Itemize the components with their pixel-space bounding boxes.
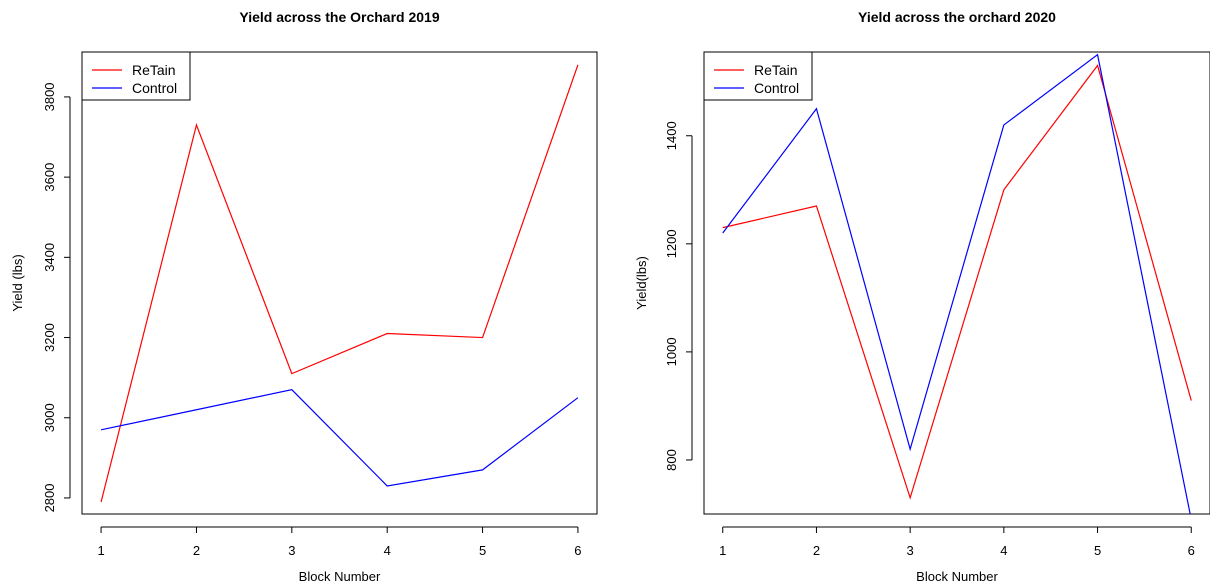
chart-title: Yield across the Orchard 2019 xyxy=(239,9,439,25)
y-tick-label: 3200 xyxy=(42,323,57,352)
x-tick-label: 1 xyxy=(719,543,726,558)
x-tick-label: 2 xyxy=(813,543,820,558)
x-tick-label: 3 xyxy=(288,543,295,558)
y-tick-label: 3600 xyxy=(42,163,57,192)
x-tick-label: 4 xyxy=(384,543,391,558)
y-tick-label: 3800 xyxy=(42,82,57,111)
legend: ReTain Control xyxy=(81,51,191,101)
x-tick-label: 2 xyxy=(193,543,200,558)
y-tick-label: 1200 xyxy=(664,229,679,258)
chart-panel-2: Yield across the orchard 2020 1 2 3 4 5 6 800 10… xyxy=(634,9,1210,584)
legend-label-control: Control xyxy=(132,80,177,96)
plot-frame xyxy=(81,51,598,515)
x-tick-label: 5 xyxy=(1094,543,1101,558)
legend-label-retain: ReTain xyxy=(754,62,798,78)
chart-panel-1: Yield across the Orchard 2019 1 2 3 4 5 6 2800 3… xyxy=(10,9,598,584)
x-tick-label: 1 xyxy=(97,543,104,558)
y-axis-label: Yield(lbs) xyxy=(634,256,649,310)
series-line-retain xyxy=(100,64,579,503)
y-tick-label: 1400 xyxy=(664,121,679,150)
x-axis-label: Block Number xyxy=(916,569,998,584)
legend-label-control: Control xyxy=(754,80,799,96)
legend-box xyxy=(703,51,813,101)
legend: ReTain Control xyxy=(703,51,813,101)
y-tick-label: 800 xyxy=(664,449,679,471)
legend-box xyxy=(81,51,191,101)
x-tick-label: 4 xyxy=(1000,543,1007,558)
x-axis-label: Block Number xyxy=(299,569,381,584)
series-line-control xyxy=(100,389,579,487)
legend-label-retain: ReTain xyxy=(132,62,176,78)
y-tick-label: 1000 xyxy=(664,337,679,366)
x-tick-label: 6 xyxy=(1188,543,1195,558)
series-line-control xyxy=(722,53,1191,514)
x-tick-label: 3 xyxy=(907,543,914,558)
y-tick-label: 3400 xyxy=(42,243,57,272)
x-tick-label: 5 xyxy=(479,543,486,558)
y-tick-label: 3000 xyxy=(42,403,57,432)
y-axis-label: Yield (lbs) xyxy=(10,254,25,311)
plot-frame xyxy=(703,51,1210,515)
y-tick-label: 2800 xyxy=(42,483,57,512)
series-line-retain xyxy=(722,64,1192,500)
chart-title: Yield across the orchard 2020 xyxy=(858,9,1056,25)
x-tick-label: 6 xyxy=(574,543,581,558)
